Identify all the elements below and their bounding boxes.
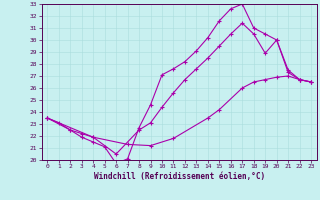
X-axis label: Windchill (Refroidissement éolien,°C): Windchill (Refroidissement éolien,°C) <box>94 172 265 181</box>
